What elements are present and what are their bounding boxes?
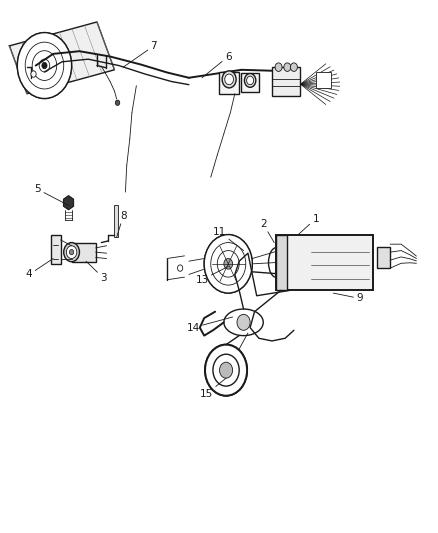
Circle shape xyxy=(31,71,36,77)
Bar xyxy=(113,205,118,237)
Text: 5: 5 xyxy=(35,184,68,205)
Circle shape xyxy=(223,259,232,269)
Circle shape xyxy=(205,345,247,395)
Bar xyxy=(51,235,60,264)
Circle shape xyxy=(210,243,245,285)
Circle shape xyxy=(290,63,297,71)
Text: 9: 9 xyxy=(332,293,362,303)
Bar xyxy=(272,67,300,96)
Circle shape xyxy=(32,51,57,80)
Polygon shape xyxy=(64,196,73,209)
Circle shape xyxy=(204,235,252,293)
Text: 1: 1 xyxy=(297,214,318,235)
Circle shape xyxy=(25,42,64,89)
Circle shape xyxy=(17,33,71,99)
Circle shape xyxy=(69,249,74,255)
Text: 8: 8 xyxy=(117,211,126,237)
Circle shape xyxy=(42,62,47,69)
Circle shape xyxy=(204,235,252,293)
Bar xyxy=(376,247,389,268)
Bar xyxy=(276,235,287,290)
Text: 14: 14 xyxy=(186,317,232,333)
Circle shape xyxy=(64,243,79,262)
Bar xyxy=(219,72,239,94)
Bar xyxy=(71,243,95,262)
Circle shape xyxy=(177,265,182,271)
Circle shape xyxy=(283,63,290,71)
Circle shape xyxy=(66,246,77,259)
Circle shape xyxy=(237,314,250,330)
Circle shape xyxy=(217,251,239,277)
Circle shape xyxy=(246,76,253,85)
Circle shape xyxy=(219,362,232,378)
Text: 15: 15 xyxy=(199,378,226,399)
Bar xyxy=(241,73,258,92)
Polygon shape xyxy=(10,22,114,94)
Text: 11: 11 xyxy=(212,227,243,251)
Text: 4: 4 xyxy=(26,259,53,279)
Circle shape xyxy=(222,71,236,88)
Text: 7: 7 xyxy=(123,41,157,67)
Circle shape xyxy=(244,74,255,87)
Circle shape xyxy=(212,354,239,386)
Circle shape xyxy=(115,100,120,106)
Circle shape xyxy=(17,33,71,99)
Text: 3: 3 xyxy=(86,261,106,283)
Bar xyxy=(276,235,372,290)
Circle shape xyxy=(39,59,49,72)
Text: 2: 2 xyxy=(259,219,274,243)
Text: 6: 6 xyxy=(201,52,231,78)
Circle shape xyxy=(224,74,233,85)
Bar xyxy=(315,72,330,88)
Text: 13: 13 xyxy=(195,266,228,285)
Circle shape xyxy=(275,63,282,71)
Circle shape xyxy=(205,345,247,395)
